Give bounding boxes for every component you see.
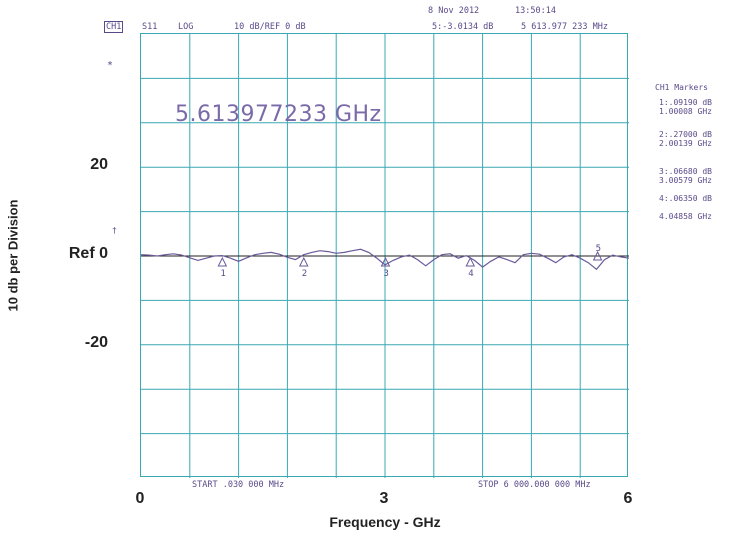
marker-1-freq: 1.00008 GHz: [659, 107, 712, 116]
marker-5-label: 5: [596, 244, 601, 254]
active-marker-symbol: *: [107, 60, 114, 71]
markers-panel-title: CH1 Markers: [655, 83, 708, 92]
marker-2-label: 2: [302, 269, 307, 279]
frequency-readout: 5.613977233 GHz: [175, 102, 382, 127]
plot-area: 1 2 3 4 5: [140, 33, 629, 478]
x-axis-title: Frequency - GHz: [329, 514, 441, 530]
marker-3-triangle: [380, 256, 391, 267]
x-tick-label: 3: [379, 490, 389, 507]
x-tick-label: 0: [135, 490, 145, 507]
ref-position-symbol: †: [112, 226, 117, 235]
stop-frequency-label: STOP 6 000.000 000 MHz: [478, 480, 591, 490]
series-line: [141, 248, 629, 271]
y-tick-label: Ref 0: [68, 245, 108, 262]
scale-label: 10 dB/REF 0 dB: [234, 22, 306, 32]
marker-3-label: 3: [383, 269, 388, 279]
marker-5-triangle: [592, 250, 603, 261]
marker-1-triangle: [217, 256, 228, 267]
marker-4-value: 4:.06350 dB: [659, 194, 712, 203]
y-axis-title: 10 db per Division: [5, 199, 21, 312]
marker-2-value: 2:.27000 dB: [659, 130, 712, 139]
measurement-label: S11: [142, 22, 158, 32]
markers: 1 2 3 4 5: [217, 244, 603, 279]
channel-label: CH1: [104, 21, 124, 33]
marker-4-triangle: [465, 256, 476, 267]
header-time: 13:50:14: [515, 6, 556, 16]
marker-1-label: 1: [220, 269, 225, 279]
marker-2-triangle: [298, 256, 309, 267]
marker-value-readout: 5:-3.0134 dB: [432, 22, 494, 32]
trace-chart: 1 2 3 4 5: [141, 34, 629, 478]
marker-4-freq: 4.04858 GHz: [659, 212, 712, 221]
marker-1-value: 1:.09190 dB: [659, 98, 712, 107]
marker-3-freq: 3.00579 GHz: [659, 176, 712, 185]
header-date: 8 Nov 2012: [428, 6, 480, 16]
marker-3-value: 3:.06680 dB: [659, 167, 712, 176]
x-tick-label: 6: [623, 490, 633, 507]
marker-4-label: 4: [468, 269, 473, 279]
marker-2-freq: 2.00139 GHz: [659, 139, 712, 148]
marker-freq-readout: 5 613.977 233 MHz: [521, 22, 608, 32]
y-tick-label: 20: [90, 156, 108, 174]
y-tick-label: -20: [84, 333, 108, 351]
start-frequency-label: START .030 000 MHz: [192, 480, 285, 490]
format-label: LOG: [178, 22, 194, 32]
